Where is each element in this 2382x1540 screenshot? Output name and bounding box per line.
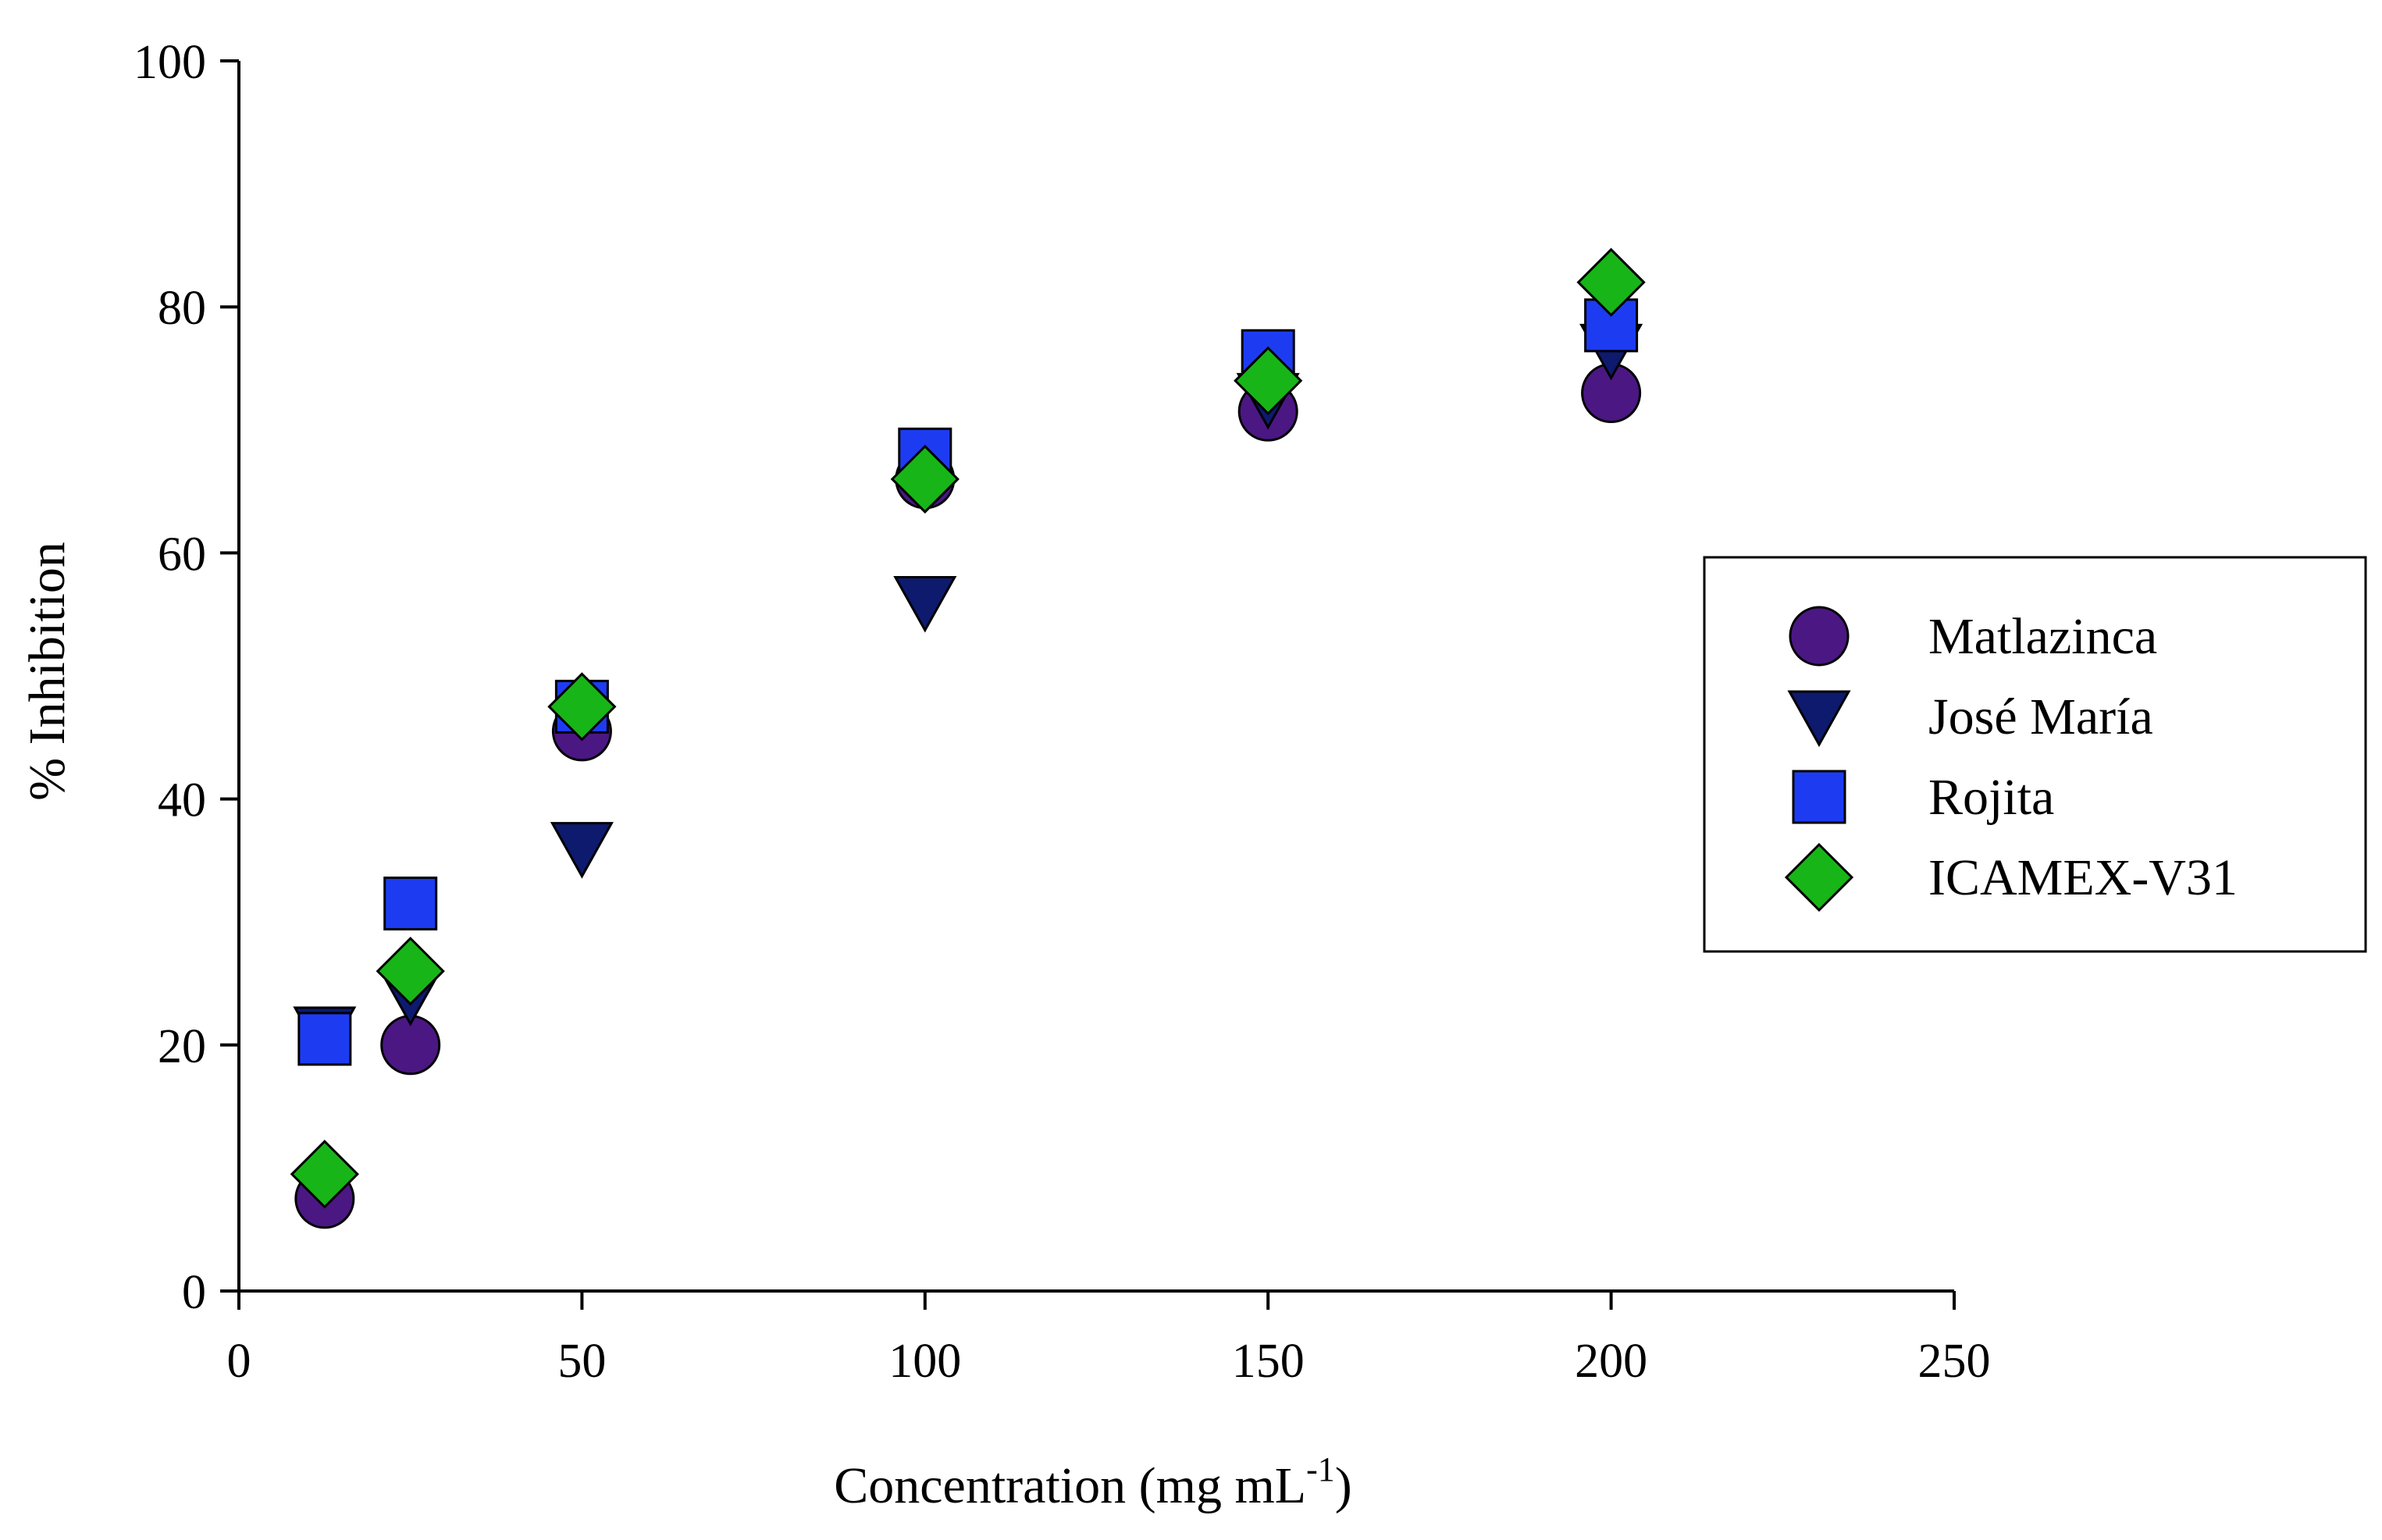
- data-point-square: [383, 877, 438, 931]
- legend-marker-diamond: [1784, 842, 1854, 912]
- x-axis-label-superscript: -1: [1306, 1450, 1335, 1488]
- legend-marker-circle: [1789, 606, 1850, 667]
- x-tick-label: 50: [557, 1335, 606, 1388]
- axes: [220, 59, 1956, 1310]
- legend-marker-triangle-down: [1787, 690, 1851, 748]
- legend: Matlazinca José María Rojita ICAMEX-V31: [1703, 556, 2367, 953]
- x-tick-label: 150: [1232, 1335, 1305, 1388]
- tick-labels: 0 20 40 60 80 100 0 50 100 150 200 250: [134, 36, 1991, 1388]
- data-point-triangle-down: [550, 822, 614, 879]
- legend-label: José María: [1928, 688, 2153, 745]
- y-tick-label: 80: [158, 282, 206, 335]
- x-axis-label: Concentration (mg mL-1): [834, 1450, 1352, 1514]
- data-point-diamond: [1576, 247, 1646, 317]
- x-axis-label-main: Concentration (mg mL: [834, 1457, 1306, 1514]
- x-tick-label: 200: [1575, 1335, 1647, 1388]
- y-tick-label: 40: [158, 774, 206, 827]
- y-tick-label: 60: [158, 528, 206, 581]
- data-point-square: [297, 1012, 352, 1066]
- x-tick-label: 0: [227, 1335, 251, 1388]
- y-tick-label: 0: [182, 1266, 206, 1319]
- legend-marker-square: [1792, 770, 1846, 824]
- data-point-diamond: [547, 672, 617, 742]
- data-point-triangle-down: [893, 575, 957, 633]
- data-point-diamond: [376, 937, 445, 1006]
- data-point-diamond: [290, 1140, 359, 1209]
- legend-items: Matlazinca José María Rojita ICAMEX-V31: [1784, 606, 2238, 912]
- data-point-diamond: [890, 444, 960, 514]
- legend-label: Matlazinca: [1928, 608, 2157, 665]
- x-axis-label-suffix: ): [1335, 1457, 1352, 1514]
- legend-label: Rojita: [1928, 769, 2054, 826]
- y-axis-label: % Inhibition: [19, 542, 76, 801]
- data-point-diamond: [1234, 346, 1303, 415]
- legend-label: ICAMEX-V31: [1928, 849, 2238, 906]
- x-tick-label: 100: [888, 1335, 961, 1388]
- data-points: [290, 247, 1646, 1229]
- x-tick-label: 250: [1918, 1335, 1991, 1388]
- y-tick-label: 100: [134, 36, 206, 89]
- y-tick-label: 20: [158, 1020, 206, 1073]
